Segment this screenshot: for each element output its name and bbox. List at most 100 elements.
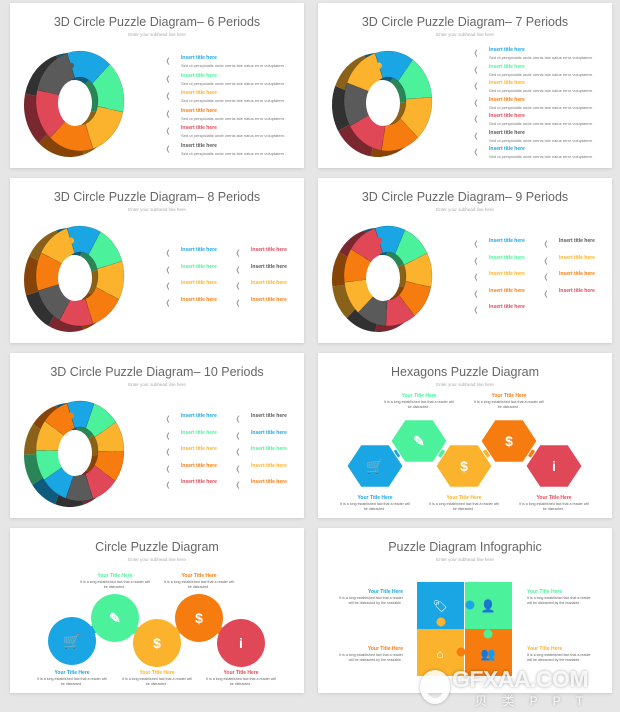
item-title: Insert title here <box>251 247 287 253</box>
chevron-left-icon: ❬ <box>235 449 241 456</box>
puzzle-segment <box>85 106 124 150</box>
item-title: Your Title Here <box>367 646 403 652</box>
list-item[interactable]: ❬ Insert title here <box>473 255 525 265</box>
list-item[interactable]: ❬ Insert title here Sed ut perspiciatis un… <box>165 73 286 86</box>
list-item[interactable]: ❬ Insert title here Sed ut perspiciatis un… <box>473 113 594 126</box>
list-item[interactable]: ❬ Insert title here Sed ut perspiciatis un… <box>165 108 286 121</box>
list-item[interactable]: ❬ Insert title here <box>165 446 217 456</box>
team-icon: 👥 <box>481 647 496 661</box>
item-title: Insert title here <box>181 413 217 419</box>
item-title: Insert title here <box>489 80 525 86</box>
list-item[interactable]: ❬ Insert title here <box>235 264 287 274</box>
list-item[interactable]: ❬ Insert title here <box>235 430 287 440</box>
chevron-left-icon: ❬ <box>473 274 479 281</box>
slide-card: 3D Circle Puzzle Diagram– 10 Periods Ente… <box>10 353 304 518</box>
slide-card: 3D Circle Puzzle Diagram– 7 Periods Enter… <box>318 3 612 168</box>
list-item[interactable]: ❬ Insert title here Sed ut perspiciatis un… <box>473 130 594 143</box>
list-item[interactable]: ❬ Insert title here Sed ut perspiciatis un… <box>473 80 594 93</box>
house-icon: ⌂ <box>436 647 443 661</box>
list-item[interactable]: ❬ Insert title here <box>235 296 287 307</box>
list-item[interactable]: ❬ Insert title here <box>473 271 525 281</box>
item-description: It is a long established fact that a rea… <box>340 502 410 511</box>
item-title: Your Title Here <box>491 393 527 399</box>
chevron-left-icon: ❬ <box>165 465 171 473</box>
chevron-left-icon: ❬ <box>235 482 241 489</box>
list-item[interactable]: ❬ Insert title here <box>543 271 595 281</box>
puzzle-knob <box>483 629 493 639</box>
list-item[interactable]: ❬ Insert title here Sed ut perspiciatis un… <box>473 64 594 77</box>
puzzle-ring-diagram <box>24 400 125 507</box>
item-title: Insert title here <box>559 271 595 277</box>
list-item[interactable]: ❬ Insert title here <box>235 247 287 257</box>
list-item[interactable]: ❬ Insert title here <box>235 479 287 489</box>
item-description: Sed ut perspiciatis unde omnis iste natu… <box>181 133 287 138</box>
investor-growth-icon: $ <box>195 610 203 626</box>
item-title: Insert title here <box>181 446 217 452</box>
item-title: Insert title here <box>489 238 525 244</box>
list-item[interactable]: ❬ Insert title here <box>235 413 287 423</box>
list-item[interactable]: ❬ Insert title here <box>165 297 217 307</box>
list-item[interactable]: ❬ Insert title here <box>235 463 287 473</box>
list-item[interactable]: ❬ Insert title here <box>165 462 217 473</box>
slide-card: 3D Circle Puzzle Diagram– 8 Periods Enter… <box>10 178 304 343</box>
ring-hole <box>366 255 400 301</box>
puzzle-knob <box>456 647 466 657</box>
puzzle-segment <box>91 64 125 113</box>
item-title: Insert title here <box>181 479 217 485</box>
hexagon-green <box>390 419 448 463</box>
puzzle-knob <box>436 617 446 627</box>
ruler-pencil-icon: ✎ <box>109 610 121 626</box>
puzzle-segment <box>85 286 120 325</box>
slide-card: Hexagons Puzzle Diagram Enter your subhea… <box>318 353 612 518</box>
chevron-left-icon: ❬ <box>473 149 479 156</box>
puzzle-segment <box>85 465 116 500</box>
list-item[interactable]: ❬ Insert title here <box>165 264 217 274</box>
list-item[interactable]: ❬ Insert title here <box>473 238 525 248</box>
list-item[interactable]: ❬ Insert title here <box>165 479 217 489</box>
circle-red <box>217 619 265 667</box>
list-item[interactable]: ❬ Insert title here <box>543 255 595 265</box>
circle-orange <box>175 594 223 642</box>
puzzle-ring-diagram <box>332 225 433 332</box>
list-item[interactable]: ❬ Insert title here Sed ut perspiciatis un… <box>165 55 286 68</box>
circle-blue <box>48 617 96 665</box>
list-item[interactable]: ❬ Insert title here <box>235 446 287 456</box>
item-description: Sed ut perspiciatis unde omnis iste natu… <box>489 55 595 60</box>
list-item[interactable]: ❬ Insert title here Sed ut perspiciatis un… <box>473 97 595 110</box>
item-title: Your Title Here <box>401 393 437 399</box>
item-title: Insert title here <box>251 296 287 303</box>
item-description: It is a long established fact that a rea… <box>429 502 499 511</box>
puzzle-segment <box>94 421 125 452</box>
list-item[interactable]: ❬ Insert title here Sed ut perspiciatis un… <box>165 90 286 103</box>
list-item[interactable]: ❬ Insert title here Sed ut perspiciatis un… <box>473 146 594 159</box>
list-item[interactable]: ❬ Insert title here <box>473 304 525 314</box>
list-item[interactable]: ❬ Insert title here <box>473 287 525 298</box>
list-item[interactable]: ❬ Insert title here <box>235 280 287 290</box>
item-title: Insert title here <box>489 287 525 294</box>
shopping-cart-icon: 🛒 <box>63 633 80 650</box>
list-item[interactable]: ❬ Insert title here <box>543 238 595 248</box>
item-description: It is a long established fact that a rea… <box>339 653 403 662</box>
chevron-left-icon: ❬ <box>165 299 171 307</box>
circle-diagram: 🛒 ✎ $ $ i <box>48 594 265 667</box>
item-title: Insert title here <box>181 429 217 436</box>
chevron-left-icon: ❬ <box>235 432 241 440</box>
list-item[interactable]: ❬ Insert title here Sed ut perspiciatis un… <box>165 125 287 138</box>
chevron-left-icon: ❬ <box>165 250 171 257</box>
list-item[interactable]: ❬ Insert title here Sed ut perspiciatis un… <box>165 143 286 156</box>
list-item[interactable]: ❬ Insert title here <box>543 288 595 298</box>
item-description: Sed ut perspiciatis unde omnis iste natu… <box>489 104 595 110</box>
item-description: It is a long established fact that a rea… <box>37 677 107 686</box>
chevron-left-icon: ❬ <box>165 482 171 489</box>
slide-subhead: Enter your subhead line here <box>436 207 494 212</box>
list-item[interactable]: ❬ Insert title here <box>165 247 217 257</box>
slide-subhead: Enter your subhead line here <box>128 382 186 387</box>
item-title: Your Title Here <box>367 589 403 595</box>
list-item[interactable]: ❬ Insert title here <box>165 429 217 440</box>
chevron-left-icon: ❬ <box>235 266 241 274</box>
list-item[interactable]: ❬ Insert title here Sed ut perspiciatis un… <box>473 47 595 60</box>
list-item[interactable]: ❬ Insert title here <box>165 280 217 290</box>
circle-yellow <box>133 619 181 667</box>
list-item[interactable]: ❬ Insert title here <box>165 413 217 423</box>
item-title: Insert title here <box>181 462 217 469</box>
